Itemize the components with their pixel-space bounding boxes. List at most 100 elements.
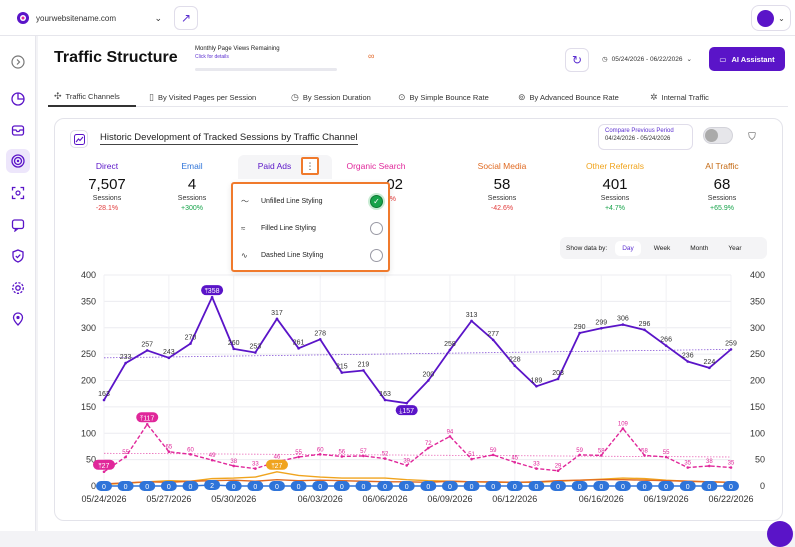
data-label: 306: [617, 316, 629, 323]
radio-button[interactable]: [370, 221, 383, 235]
data-label: 55: [122, 450, 129, 456]
radio-button[interactable]: [370, 248, 383, 262]
data-label: 46: [274, 455, 281, 461]
tab-simple-bounce[interactable]: ⊙ By Simple Bounce Rate: [398, 87, 489, 107]
sidebar-item-settings[interactable]: [6, 276, 30, 300]
data-marker-label: 0: [664, 484, 668, 491]
metric-other-referrals[interactable]: Other Referrals 401 Sessions +4.7%: [575, 161, 655, 212]
compare-toggle[interactable]: [703, 127, 733, 144]
data-marker: [485, 481, 502, 491]
data-marker-label: 0: [124, 484, 128, 491]
data-point: [599, 326, 603, 330]
sidebar-item-traffic[interactable]: [6, 149, 30, 173]
metric-social-media[interactable]: Social Media 58 Sessions -42.6%: [462, 161, 542, 212]
mpv-label: Monthly Page Views Remaining: [195, 46, 280, 52]
data-marker-label: 0: [470, 484, 474, 491]
data-label: 55: [663, 450, 670, 456]
data-label: 278: [314, 330, 326, 337]
chat-fab-button[interactable]: [767, 521, 793, 547]
sidebar-item-messages[interactable]: [6, 213, 30, 237]
data-point: [708, 366, 711, 370]
sidebar-collapse[interactable]: [6, 50, 30, 74]
tab-visited-pages[interactable]: ▯ By Visited Pages per Session: [149, 87, 256, 107]
open-website-button[interactable]: ↗: [174, 6, 198, 30]
ai-assistant-button[interactable]: ▭ AI Assistant: [709, 47, 785, 71]
trend-line: [103, 348, 732, 359]
data-point: [145, 349, 149, 352]
data-label: 233: [120, 354, 132, 361]
website-selector[interactable]: yourwebsitename.com ⌄: [10, 5, 168, 31]
sidebar-item-scan[interactable]: [6, 181, 30, 205]
metric-ai-traffic[interactable]: AI Traffic 68 Sessions +65.9%: [682, 161, 762, 212]
data-point: [275, 317, 279, 321]
option-dashed-line[interactable]: ∿ Dashed Line Styling: [241, 245, 383, 265]
data-marker-label: 0: [361, 484, 365, 491]
check-icon[interactable]: ✓: [370, 194, 383, 208]
show-by-day[interactable]: Day: [615, 240, 641, 256]
monthly-page-views: Monthly Page Views Remaining Click for d…: [195, 46, 375, 71]
show-by-week[interactable]: Week: [653, 244, 671, 252]
metric-paid-ads[interactable]: Paid Ads: [242, 161, 307, 171]
option-label: Dashed Line Styling: [261, 251, 324, 259]
metric-name: Social Media: [477, 161, 527, 171]
metric-email[interactable]: Email 4 Sessions +300%: [152, 161, 232, 212]
x-tick-label: 06/16/2026: [579, 494, 624, 504]
tab-session-duration[interactable]: ◷ By Session Duration: [291, 87, 371, 107]
pages-icon: ▯: [149, 91, 154, 102]
metric-change: 1%: [385, 196, 396, 203]
extreme-badge-label: ⤓157: [399, 408, 414, 415]
data-point: [254, 467, 257, 470]
metric-direct[interactable]: Direct 7,507 Sessions -28.1%: [67, 161, 147, 212]
user-menu-button[interactable]: ⌄: [751, 5, 791, 31]
data-label: 317: [271, 310, 283, 317]
data-point: [102, 470, 106, 474]
filter-button[interactable]: ⛉: [743, 128, 761, 146]
data-point: [362, 369, 365, 372]
collapse-icon: [11, 55, 25, 69]
metric-value: 7,507: [88, 176, 126, 193]
option-unfilled-line[interactable]: 〜 Unfilled Line Styling ✓: [241, 191, 383, 211]
data-point: [254, 351, 257, 354]
sidebar-item-inbox[interactable]: [6, 118, 30, 142]
y-tick-label-right: 100: [750, 428, 765, 438]
show-by-month[interactable]: Month: [690, 244, 709, 252]
tab-traffic-channels[interactable]: ✣ Traffic Channels: [48, 87, 136, 107]
metric-name: Direct: [95, 161, 119, 171]
line-style-menu-button[interactable]: ⋮: [301, 157, 319, 175]
sidebar-item-security[interactable]: [6, 244, 30, 268]
tab-advanced-bounce[interactable]: ⊚ By Advanced Bounce Rate: [518, 87, 619, 107]
advanced-bounce-icon: ⊚: [518, 91, 526, 102]
kebab-icon: ⋮: [305, 160, 315, 171]
data-marker-label: 0: [340, 484, 344, 491]
option-filled-line[interactable]: ≈ Filled Line Styling: [241, 218, 383, 238]
data-label: 270: [185, 335, 197, 342]
data-label: 290: [574, 324, 586, 331]
data-point: [686, 466, 690, 469]
refresh-button[interactable]: ↻: [565, 48, 589, 72]
data-marker: [355, 481, 372, 491]
line-style-dropdown: 〜 Unfilled Line Styling ✓ ≈ Filled Line …: [231, 182, 390, 272]
metric-change: -28.1%: [95, 205, 119, 212]
data-point: [189, 453, 192, 456]
show-by-year[interactable]: Year: [728, 244, 742, 252]
data-point: [535, 385, 538, 388]
date-range-picker[interactable]: ◷ 05/24/2026 - 06/22/2026 ⌄: [602, 55, 692, 64]
metric-unit: Sessions: [487, 195, 517, 202]
mpv-details-link[interactable]: Click for details: [195, 54, 229, 60]
sidebar-item-dashboard[interactable]: [6, 87, 30, 111]
metric-organic-search[interactable]: Organic Search 02 1%: [336, 161, 416, 203]
x-tick-label: 06/03/2026: [298, 494, 343, 504]
x-tick-label: 06/19/2026: [644, 494, 689, 504]
y-tick-label-right: 300: [750, 323, 765, 333]
data-label: 189: [531, 377, 543, 384]
metric-change: -42.6%: [490, 205, 514, 212]
data-label: 59: [576, 448, 583, 454]
data-point: [210, 295, 214, 299]
y-tick-label-left: 150: [81, 402, 96, 412]
data-label: 215: [336, 364, 348, 371]
tab-internal-traffic[interactable]: ✲ Internal Traffic: [650, 87, 709, 107]
x-tick-label: 06/09/2026: [427, 494, 472, 504]
sidebar-item-location[interactable]: [6, 307, 30, 331]
scan-icon: [11, 186, 25, 200]
tab-label: By Advanced Bounce Rate: [529, 92, 619, 102]
